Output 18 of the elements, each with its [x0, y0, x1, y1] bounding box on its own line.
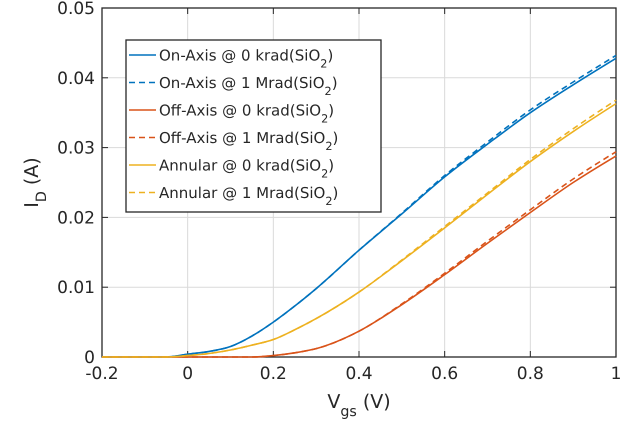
y-tick-label: 0.01 [57, 278, 95, 298]
legend-label: On-Axis @ 1 Mrad(SiO$_{2}$) [159, 74, 338, 98]
x-tick-label: 0.4 [345, 364, 373, 384]
x-tick-label: 0 [182, 364, 194, 384]
legend-label: On-Axis @ 0 krad(SiO$_{2}$) [159, 46, 334, 70]
x-axis-title: V$_{gs}$ (V) [327, 391, 391, 420]
y-tick-label: 0.04 [57, 68, 95, 89]
x-tick-label: 0.6 [431, 364, 458, 384]
legend-label: Off-Axis @ 1 Mrad(SiO$_{2}$) [159, 128, 338, 152]
x-tick-label: 0.8 [516, 364, 544, 384]
y-tick-label: 0.05 [57, 0, 95, 19]
x-tick-label: 0.2 [260, 364, 287, 384]
y-tick-label: 0.02 [57, 208, 95, 228]
legend-label: Off-Axis @ 0 krad(SiO$_{2}$) [159, 101, 334, 125]
legend-label: Annular @ 0 krad(SiO$_{2}$) [159, 156, 334, 180]
x-tick-label: 1 [610, 364, 622, 384]
legend-label: Annular @ 1 Mrad(SiO$_{2}$) [159, 184, 338, 208]
y-tick-label: 0.03 [57, 138, 95, 159]
